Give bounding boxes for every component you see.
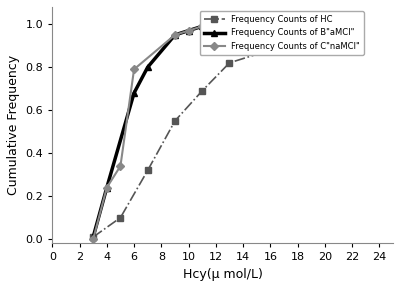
Frequency Counts of C"naMCI": [200, 24, 205, 28]
Frequency Counts of HC: [172, 119, 177, 123]
Frequency Counts of B"aMCI": [200, 24, 205, 28]
Frequency Counts of C"naMCI": [186, 29, 191, 32]
Frequency Counts of HC: [118, 216, 123, 219]
Frequency Counts of HC: [91, 235, 96, 239]
Line: Frequency Counts of B"aMCI": Frequency Counts of B"aMCI": [90, 21, 219, 240]
Frequency Counts of B"aMCI": [104, 186, 109, 189]
Frequency Counts of C"naMCI": [214, 22, 218, 26]
Frequency Counts of B"aMCI": [186, 29, 191, 32]
Frequency Counts of HC: [282, 44, 286, 48]
Frequency Counts of HC: [227, 61, 232, 65]
Y-axis label: Cumulative Frequency: Cumulative Frequency: [7, 55, 20, 195]
Frequency Counts of C"naMCI": [91, 237, 96, 241]
Frequency Counts of C"naMCI": [172, 33, 177, 37]
Frequency Counts of HC: [145, 169, 150, 172]
Legend: Frequency Counts of HC, Frequency Counts of B"aMCI", Frequency Counts of C"naMCI: Frequency Counts of HC, Frequency Counts…: [200, 11, 364, 55]
Frequency Counts of B"aMCI": [145, 65, 150, 69]
Frequency Counts of C"naMCI": [118, 164, 123, 168]
Line: Frequency Counts of C"naMCI": Frequency Counts of C"naMCI": [90, 21, 219, 242]
Line: Frequency Counts of HC: Frequency Counts of HC: [90, 26, 314, 240]
Frequency Counts of HC: [309, 27, 314, 30]
Frequency Counts of B"aMCI": [172, 33, 177, 37]
Frequency Counts of C"naMCI": [132, 68, 136, 71]
Frequency Counts of B"aMCI": [91, 235, 96, 239]
X-axis label: Hcy(μ mol/L): Hcy(μ mol/L): [183, 268, 263, 281]
Frequency Counts of HC: [200, 89, 205, 92]
Frequency Counts of B"aMCI": [214, 22, 218, 26]
Frequency Counts of B"aMCI": [132, 91, 136, 95]
Frequency Counts of C"naMCI": [104, 186, 109, 189]
